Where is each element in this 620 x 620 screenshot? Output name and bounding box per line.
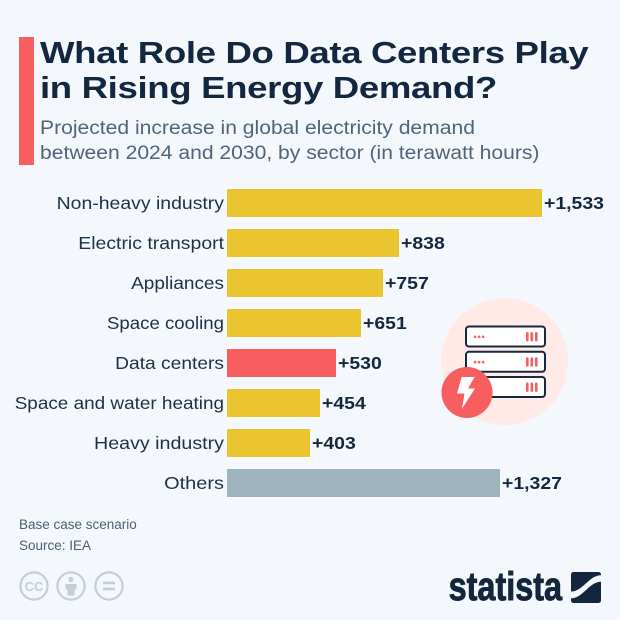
- svg-text:CC: CC: [25, 579, 44, 594]
